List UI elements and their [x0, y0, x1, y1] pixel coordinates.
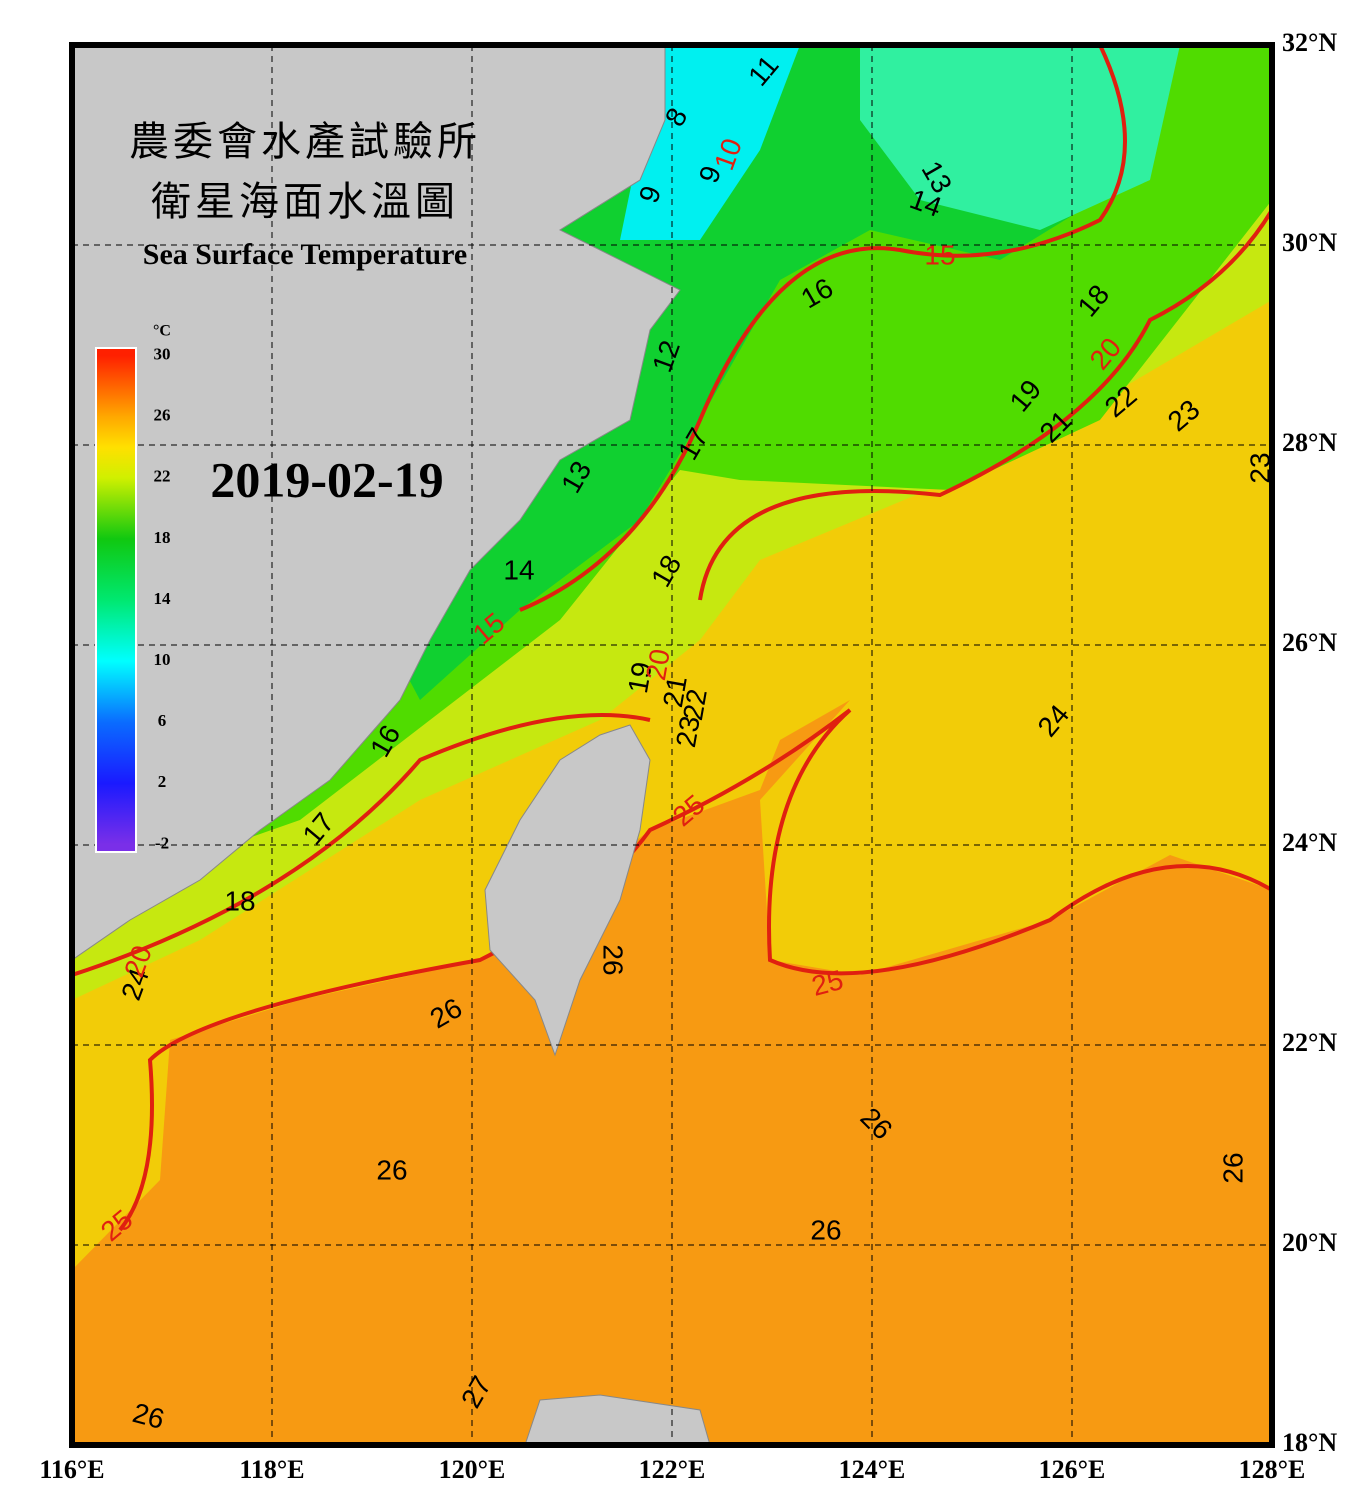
lat-label: 30°N: [1282, 228, 1337, 257]
contour-label: 26: [1217, 1152, 1248, 1183]
contour-label: 26: [598, 944, 629, 975]
date: 2019-02-19: [210, 451, 443, 507]
lat-label: 24°N: [1282, 828, 1337, 857]
title-zh: 農委會水產試驗所: [129, 119, 481, 165]
title-en: Sea Surface Temperature: [143, 238, 467, 271]
colorbar-tick-label: 2: [158, 772, 167, 791]
lon-label: 126°E: [1039, 1455, 1106, 1484]
lon-label: 122°E: [639, 1455, 706, 1484]
contour-label: 26: [810, 1214, 841, 1245]
contour-20: [72, 208, 1272, 977]
contour-label: 23: [670, 714, 706, 750]
lat-label: 18°N: [1282, 1428, 1337, 1457]
colorbar-tick-label: 30: [154, 345, 171, 364]
colorbar-tick-label: 6: [158, 711, 167, 730]
colorbar-tick-label: 26: [154, 406, 171, 425]
china-coast: [72, 45, 681, 961]
colorbar-tick-label: 10: [154, 650, 171, 669]
colorbar-tick-label: -2: [155, 833, 169, 852]
contour-label: 21: [657, 674, 693, 710]
lon-label: 128°E: [1239, 1455, 1306, 1484]
contour-label: 15: [924, 239, 955, 270]
contour-label: 14: [503, 554, 534, 585]
colorbar: [95, 347, 137, 853]
contour-label: 26: [376, 1154, 407, 1185]
lat-label: 22°N: [1282, 1028, 1337, 1057]
colorbar-ticks: 30 26 22 18 14 10 6 2 -2: [154, 345, 172, 853]
lon-label: 118°E: [239, 1455, 304, 1484]
colorbar-tick-label: 22: [154, 467, 171, 486]
colorbar-tick-label: 14: [154, 589, 172, 608]
subtitle-zh: 衛星海面水溫圖: [151, 179, 459, 225]
taiwan: [484, 724, 651, 1057]
lat-label: 28°N: [1282, 428, 1337, 457]
contour-15: [519, 45, 1127, 612]
lat-label: 20°N: [1282, 1228, 1337, 1257]
cold-pool: [860, 45, 1180, 230]
colorbar-tick-label: 18: [154, 528, 171, 547]
colorbar-unit: °C: [153, 323, 171, 340]
lat-label: 26°N: [1282, 628, 1337, 657]
contour-25: [118, 708, 1272, 1232]
lon-label: 124°E: [839, 1455, 906, 1484]
lat-label: 32°N: [1282, 28, 1337, 57]
contour-label: 19: [622, 660, 658, 696]
contour-label: 22: [677, 687, 713, 723]
map-frame: [69, 42, 1275, 1448]
luzon: [524, 1394, 711, 1445]
graticule: [72, 45, 1272, 1445]
contour-label: 20: [640, 647, 676, 683]
lon-label: 120°E: [439, 1455, 506, 1484]
lon-label: 116°E: [39, 1455, 104, 1484]
contour-label: 18: [224, 885, 255, 916]
